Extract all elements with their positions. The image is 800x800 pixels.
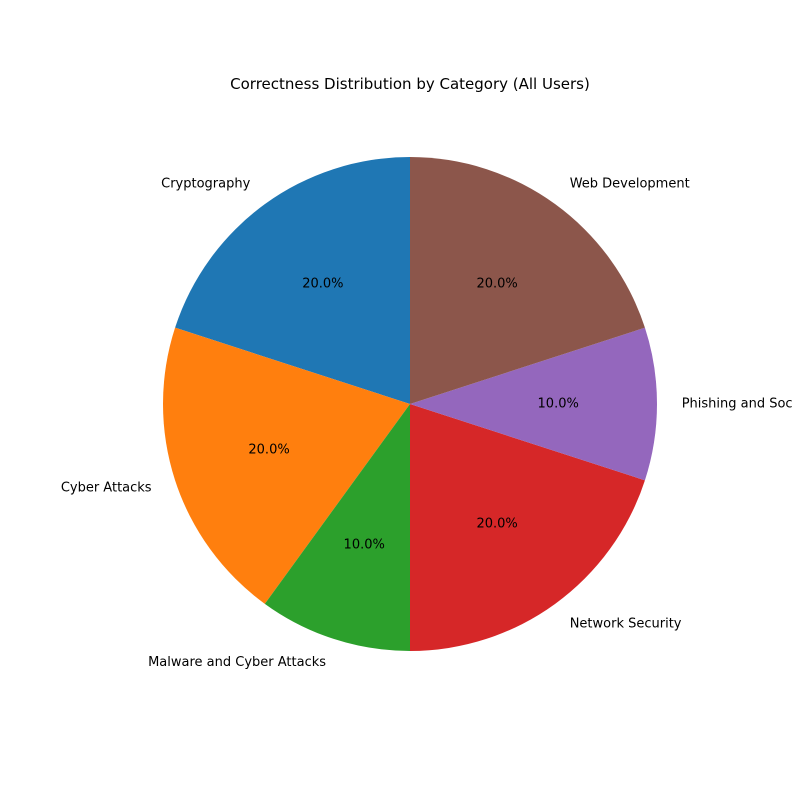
- slice-percent-network-security: 20.0%: [476, 516, 517, 531]
- slice-percent-phishing-and-soc: 10.0%: [538, 397, 579, 412]
- slice-label-malware-and-cyber-attacks: Malware and Cyber Attacks: [148, 655, 326, 670]
- slice-label-cryptography: Cryptography: [161, 177, 250, 192]
- pie-slice-network-security: [410, 404, 645, 651]
- slice-label-phishing-and-soc: Phishing and Soc: [682, 397, 793, 412]
- slice-percent-web-development: 20.0%: [476, 277, 517, 292]
- pie-slice-cryptography: [175, 157, 410, 404]
- pie-slice-malware-and-cyber-attacks: [264, 404, 410, 651]
- slice-label-web-development: Web Development: [570, 177, 690, 192]
- slice-label-network-security: Network Security: [570, 616, 682, 631]
- pie-slice-cyber-attacks: [162, 327, 410, 604]
- pie-slice-phishing-and-soc: [410, 327, 657, 481]
- slice-percent-cryptography: 20.0%: [302, 277, 343, 292]
- slice-percent-cyber-attacks: 20.0%: [248, 442, 289, 457]
- pie-slices: [162, 157, 657, 651]
- pie-labels: Cryptography 20.0% Cyber Attacks 20.0% Malwa…: [61, 177, 793, 670]
- slice-label-cyber-attacks: Cyber Attacks: [61, 480, 152, 495]
- pie-slice-web-development: [410, 157, 645, 404]
- chart-title: Correctness Distribution by Category (Al…: [230, 75, 590, 93]
- slice-percent-malware-and-cyber-attacks: 10.0%: [344, 537, 385, 552]
